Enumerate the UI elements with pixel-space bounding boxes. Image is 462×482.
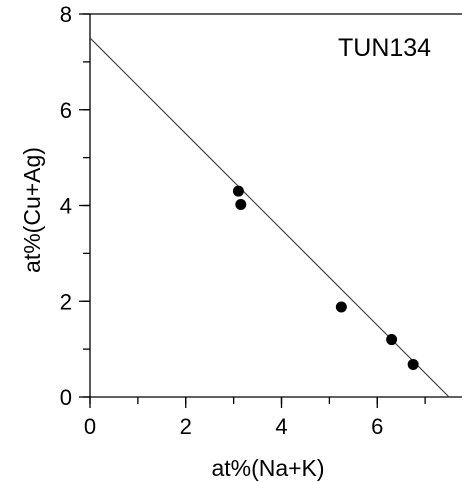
data-point — [232, 185, 244, 197]
y-tick-label: 6 — [60, 98, 72, 123]
x-tick-label: 0 — [84, 414, 96, 439]
data-points-layer — [232, 185, 419, 370]
y-tick-label: 0 — [60, 385, 72, 410]
sample-annotation: TUN134 — [338, 34, 431, 62]
y-tick-label: 2 — [60, 289, 72, 314]
data-point — [407, 358, 419, 370]
x-tick-label: 2 — [180, 414, 192, 439]
y-tick-label: 8 — [60, 2, 72, 27]
y-axis-label: at%(Cu+Ag) — [19, 147, 45, 273]
plot-frame — [83, 13, 462, 404]
data-point — [235, 199, 247, 211]
data-point — [335, 301, 347, 313]
y-tick-label: 4 — [60, 194, 72, 219]
data-point — [386, 334, 398, 346]
x-tick-label: 4 — [275, 414, 287, 439]
x-tick-label: 6 — [371, 414, 383, 439]
x-axis-label: at%(Na+K) — [211, 455, 324, 481]
y-axis-ticks: 0 2 4 6 8 — [60, 2, 90, 410]
